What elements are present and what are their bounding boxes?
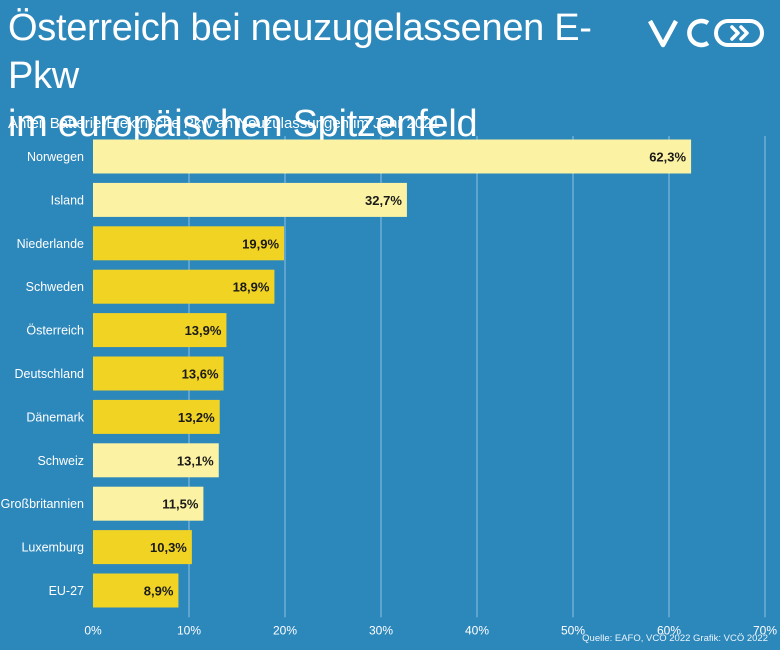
chart-title: Österreich bei neuzugelassenen E-Pkw im …	[8, 4, 628, 148]
x-tick-label: 50%	[561, 623, 585, 637]
category-label: Österreich	[26, 324, 84, 338]
bar	[93, 573, 179, 608]
category-label: Deutschland	[15, 367, 85, 381]
data-label: 13,2%	[178, 410, 215, 425]
x-tick-label: 20%	[273, 623, 297, 637]
source-note: Quelle: EAFO, VCÖ 2022 Grafik: VCÖ 2022	[582, 633, 768, 644]
category-label: Island	[51, 193, 84, 207]
category-label: Schweiz	[37, 454, 84, 468]
category-label: Luxemburg	[21, 541, 84, 555]
bar	[93, 226, 285, 261]
data-label: 13,6%	[182, 367, 219, 382]
category-label: Norwegen	[27, 150, 84, 164]
x-tick-label: 40%	[465, 623, 489, 637]
bar	[93, 443, 219, 478]
title-line-2: im europäischen Spitzenfeld	[8, 103, 478, 145]
bar	[93, 269, 275, 304]
bar	[93, 356, 224, 391]
chart-subtitle: Anteil Batterie-Elektrische Pkw an Neuzu…	[8, 115, 440, 132]
vcoe-logo-graphic	[648, 18, 764, 48]
vcoe-logo-icon	[648, 16, 766, 50]
data-label: 13,9%	[185, 323, 222, 338]
title-line-1: Österreich bei neuzugelassenen E-Pkw	[8, 7, 592, 97]
data-label: 11,5%	[162, 497, 199, 512]
category-label: Großbritannien	[1, 497, 84, 511]
bar	[93, 139, 692, 174]
data-label: 13,1%	[177, 453, 214, 468]
category-label: Dänemark	[26, 410, 84, 424]
data-label: 32,7%	[365, 193, 402, 208]
x-tick-label: 10%	[177, 623, 201, 637]
x-tick-label: 30%	[369, 623, 393, 637]
bar	[93, 182, 407, 217]
data-label: 62,3%	[649, 150, 686, 165]
bar	[93, 486, 204, 521]
data-label: 19,9%	[242, 236, 279, 251]
data-label: 10,3%	[150, 540, 187, 555]
bar	[93, 530, 192, 565]
data-label: 8,9%	[144, 584, 174, 599]
x-tick-label: 70%	[753, 623, 777, 637]
data-label: 18,9%	[233, 280, 270, 295]
x-tick-label: 60%	[657, 623, 681, 637]
category-label: EU-27	[49, 584, 84, 598]
bar	[93, 313, 227, 348]
category-label: Niederlande	[17, 237, 84, 251]
category-label: Schweden	[26, 280, 84, 294]
bar	[93, 399, 220, 434]
x-tick-label: 0%	[84, 623, 102, 637]
